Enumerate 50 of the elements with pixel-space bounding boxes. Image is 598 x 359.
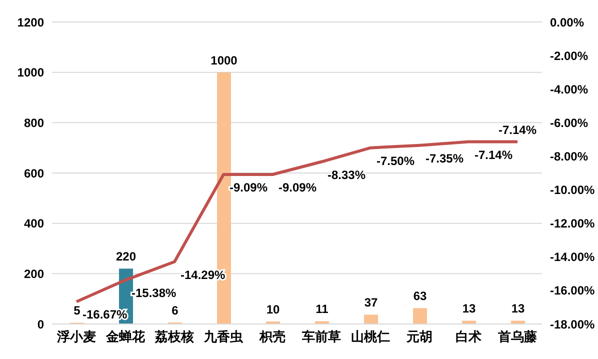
data-label: -7.14%	[474, 148, 513, 162]
y2-tick-label: -8.00%	[550, 149, 588, 164]
y2-tick-label: -10.00%	[550, 183, 596, 198]
data-label: -7.35%	[426, 151, 464, 166]
y2-tick-label: -12.00%	[550, 216, 596, 231]
y-tick-label: 1000	[17, 66, 44, 80]
y2-tick-label: -16.00%	[550, 284, 596, 298]
data-label: 10	[266, 302, 280, 316]
bar	[462, 320, 476, 324]
data-label: -14.29%	[180, 268, 226, 282]
x-tick-label: 金蝉花	[105, 329, 146, 344]
y-tick-label: 0	[37, 317, 44, 332]
y-tick-label: 1200	[17, 15, 44, 30]
data-label: 220	[116, 250, 136, 264]
data-label: 5	[74, 304, 81, 318]
data-label: 11	[316, 302, 329, 316]
bar	[364, 314, 378, 324]
y-tick-label: 800	[24, 116, 44, 130]
x-tick-label: 元胡	[406, 329, 432, 344]
data-label: 6	[172, 303, 179, 318]
x-tick-label: 荔枝核	[154, 329, 194, 344]
y2-tick-label: -6.00%	[550, 116, 588, 130]
data-label: 13	[511, 302, 525, 316]
y-tick-label: 400	[24, 216, 44, 231]
data-label: 37	[364, 296, 378, 310]
data-label: -9.09%	[278, 180, 317, 195]
y2-tick-label: -2.00%	[550, 48, 588, 63]
y2-tick-label: -4.00%	[550, 82, 588, 96]
data-label: 63	[413, 289, 427, 304]
y2-tick-label: -14.00%	[550, 250, 596, 264]
y2-tick-label: -18.00%	[550, 317, 596, 332]
data-label: -7.50%	[376, 154, 415, 168]
data-label: -7.14%	[498, 122, 537, 137]
bar	[413, 308, 427, 324]
x-tick-label: 浮小麦	[56, 329, 96, 344]
bar	[315, 321, 329, 324]
x-tick-label: 车前草	[301, 329, 341, 344]
data-label: -9.09%	[230, 180, 268, 195]
x-tick-label: 九香虫	[203, 329, 244, 344]
y2-tick-label: 0.00%	[550, 15, 584, 30]
data-label: 1000	[210, 53, 238, 68]
data-label: 13	[462, 302, 476, 316]
data-label: -8.33%	[328, 168, 366, 182]
x-tick-label: 枳壳	[258, 329, 286, 344]
bar	[511, 320, 525, 324]
x-tick-label: 山桃仁	[351, 329, 390, 344]
y-tick-label: 200	[24, 266, 44, 281]
x-tick-label: 白术	[456, 329, 482, 344]
y-tick-label: 600	[24, 166, 44, 180]
x-tick-label: 首乌藤	[497, 329, 538, 344]
